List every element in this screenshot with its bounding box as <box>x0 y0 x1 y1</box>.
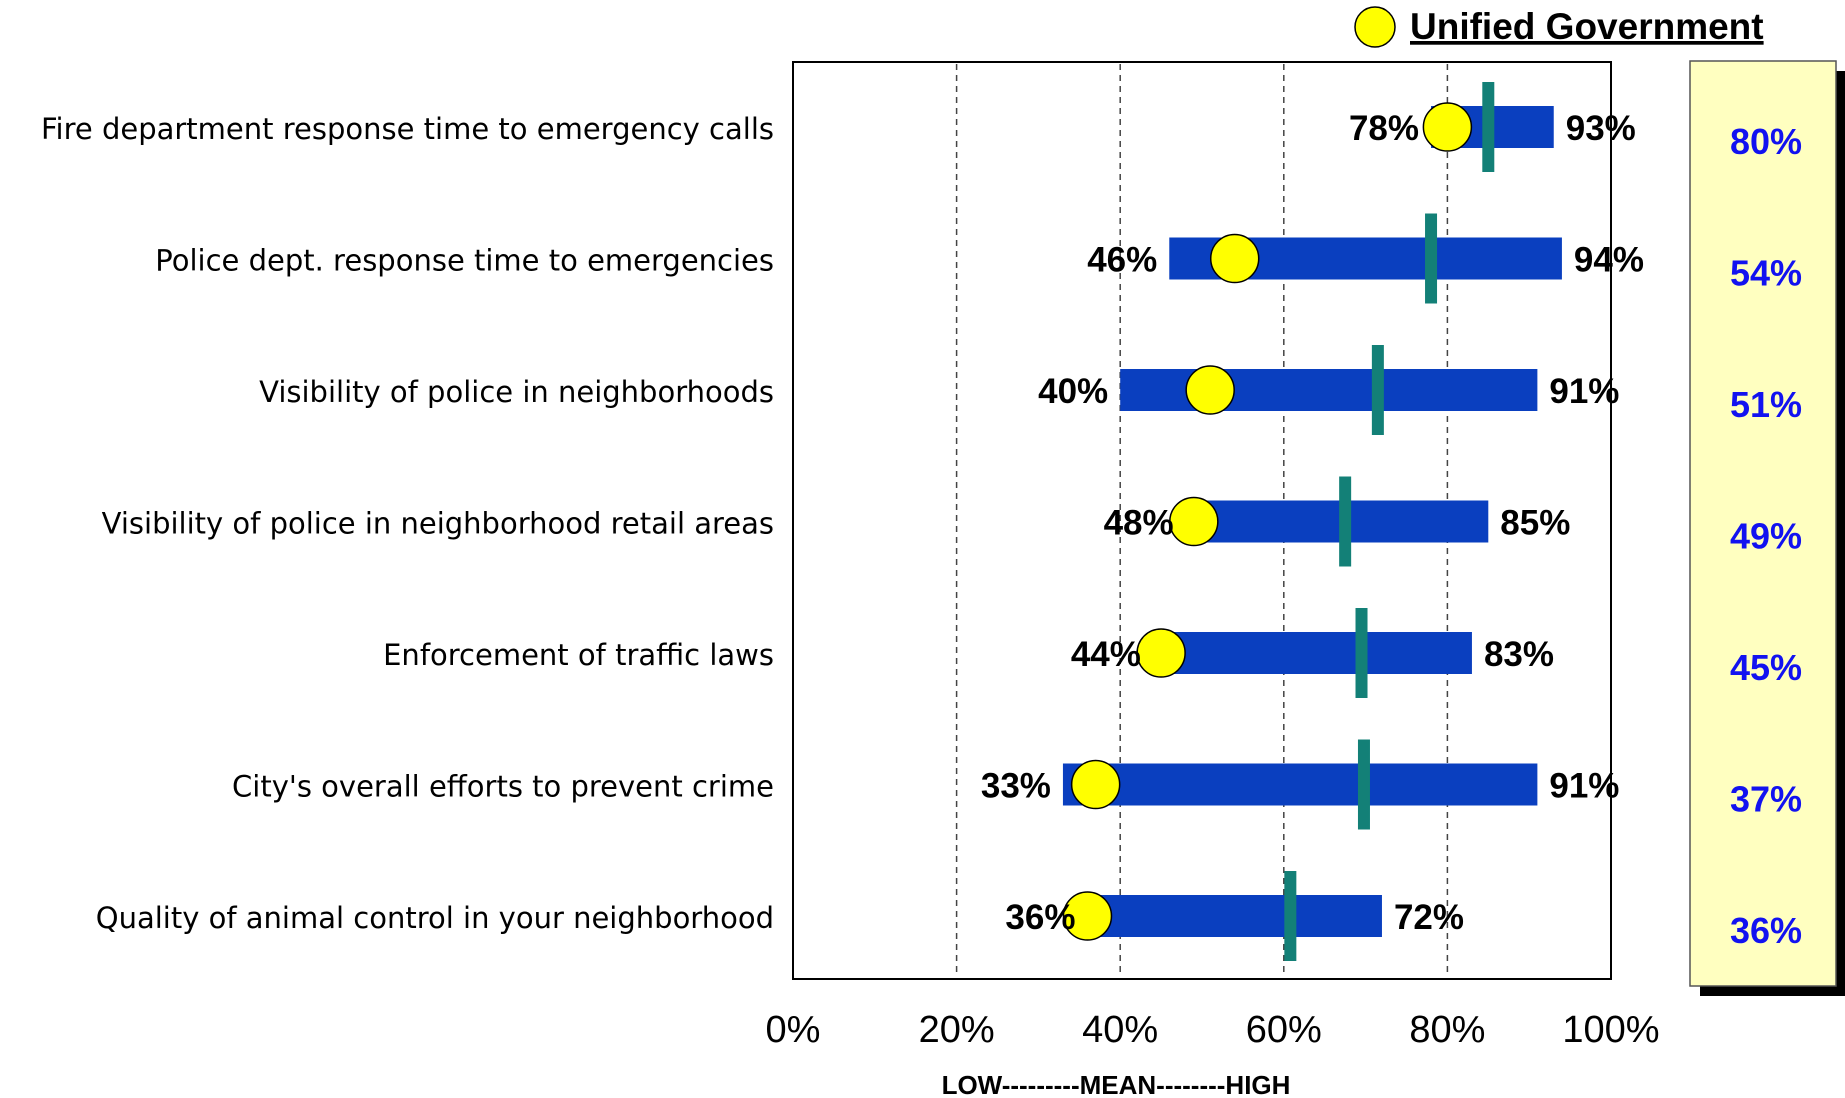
ug-marker <box>1422 102 1473 152</box>
ug-value: 36% <box>1730 910 1802 951</box>
ug-value: 80% <box>1730 121 1802 162</box>
category-label: Police dept. response time to emergencie… <box>155 244 774 278</box>
category-label: Visibility of police in neighborhood ret… <box>102 507 774 541</box>
plot-area: 78% 93% 46% 94% 40% 91% 48% 85% 44% 83% 33% 91% 36% 7… <box>792 61 1644 980</box>
ug-value-panel: 80% 54% 51% 49% 45% 37% 36% <box>1689 60 1845 996</box>
high-label: 85% <box>1500 504 1570 543</box>
ug-marker <box>1209 233 1260 284</box>
low-label: 44% <box>1071 635 1141 674</box>
ug-marker <box>1136 628 1186 678</box>
ug-panel <box>1689 60 1837 987</box>
ug-value: 54% <box>1730 253 1802 294</box>
mean-marker <box>1482 82 1495 172</box>
range-bar <box>1185 500 1489 543</box>
high-label: 72% <box>1394 898 1464 937</box>
range-bar <box>1062 763 1538 806</box>
mean-marker <box>1357 739 1370 830</box>
ug-value: 49% <box>1730 516 1802 557</box>
range-bar <box>1152 632 1472 674</box>
category-label: Visibility of police in neighborhoods <box>259 375 774 409</box>
x-tick-label: 40% <box>1082 1009 1158 1051</box>
x-tick-label: 60% <box>1246 1009 1322 1051</box>
mean-marker <box>1371 345 1384 435</box>
legend-label: Unified Government <box>1410 6 1764 47</box>
ug-value: 51% <box>1730 384 1802 425</box>
low-label: 36% <box>1005 898 1075 937</box>
high-label: 91% <box>1549 372 1619 411</box>
category-label: Fire department response time to emergen… <box>41 112 774 146</box>
x-tick-label: 80% <box>1409 1009 1485 1051</box>
ug-marker <box>1169 496 1219 547</box>
low-label: 48% <box>1104 504 1174 543</box>
x-axis-label: LOW---------MEAN--------HIGH <box>942 1070 1291 1098</box>
high-label: 93% <box>1566 109 1636 148</box>
mean-marker <box>1425 213 1438 304</box>
x-tick-label: 20% <box>919 1009 995 1051</box>
category-label: Quality of animal control in your neighb… <box>96 901 774 935</box>
ug-value: 45% <box>1730 647 1802 688</box>
high-label: 83% <box>1484 635 1554 674</box>
x-tick-label: 100% <box>1562 1009 1659 1051</box>
category-label: City's overall efforts to prevent crime <box>232 770 774 804</box>
x-tick-label: 0% <box>766 1009 821 1051</box>
range-bar <box>1120 369 1538 411</box>
ug-value: 37% <box>1730 779 1802 820</box>
mean-marker <box>1355 608 1368 698</box>
low-label: 46% <box>1087 241 1157 280</box>
ug-marker <box>1185 365 1235 415</box>
high-label: 91% <box>1549 767 1619 806</box>
legend-marker-icon <box>1354 6 1396 48</box>
ug-marker <box>1070 759 1121 810</box>
low-label: 33% <box>981 767 1051 806</box>
range-bar <box>1087 895 1382 937</box>
mean-marker <box>1339 476 1352 567</box>
category-label: Enforcement of traffic laws <box>383 638 774 672</box>
ug-marker <box>1062 891 1113 941</box>
high-label: 94% <box>1574 241 1644 280</box>
low-label: 78% <box>1349 109 1419 148</box>
low-label: 40% <box>1038 372 1108 411</box>
mean-marker <box>1284 871 1297 961</box>
